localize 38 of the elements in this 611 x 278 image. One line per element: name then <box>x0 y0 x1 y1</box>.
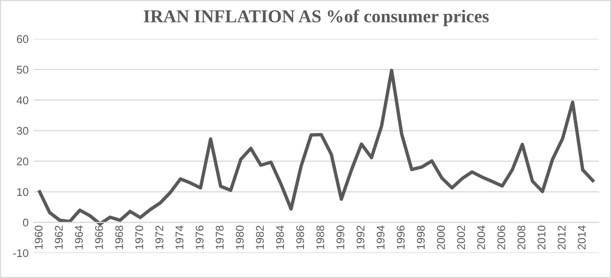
x-tick-label: 1978 <box>216 226 224 250</box>
x-tick-label: 1992 <box>356 226 364 250</box>
x-tick-label: 2014 <box>578 226 586 250</box>
y-tick-label: -10 <box>13 249 28 258</box>
x-tick-label: 1996 <box>396 226 405 250</box>
y-tick-label: 50 <box>16 66 28 74</box>
chart-title: IRAN INFLATION AS %of consumer prices <box>144 10 489 26</box>
x-tick-label: 1980 <box>236 226 244 250</box>
x-tick-label: 1972 <box>155 226 164 250</box>
y-tick-label: 30 <box>16 126 28 135</box>
x-tick-label: 1976 <box>196 226 204 250</box>
x-tick-label: 2000 <box>437 226 445 250</box>
y-tick-label: 60 <box>16 35 28 44</box>
x-tick-label: 1966 <box>95 226 103 250</box>
x-tick-label: 1974 <box>176 226 184 250</box>
y-tick-label: 10 <box>17 188 28 196</box>
y-tick-label: 0 <box>23 218 28 227</box>
x-tick-label: 1984 <box>276 226 284 250</box>
x-tick-label: 1982 <box>256 226 264 250</box>
x-tick-label: 1990 <box>336 226 344 250</box>
y-tick-label: 20 <box>16 158 28 166</box>
x-tick-label: 2004 <box>477 226 486 250</box>
line-series <box>38 68 594 226</box>
y-tick-label: 40 <box>16 96 28 104</box>
x-tick-label: 1998 <box>416 226 425 250</box>
x-tick-label: 1964 <box>74 226 83 250</box>
x-tick-label: 1986 <box>296 226 304 250</box>
x-tick-label: 2010 <box>538 226 546 250</box>
x-tick-label: 2002 <box>457 226 465 250</box>
x-tick-label: 1988 <box>316 226 324 250</box>
x-tick-label: 1960 <box>34 226 43 250</box>
x-tick-label: 2012 <box>558 226 566 250</box>
x-tick-label: 2008 <box>517 226 526 250</box>
x-tick-label: 2006 <box>497 226 506 250</box>
x-tick-label: 1994 <box>376 226 385 250</box>
x-tick-label: 1962 <box>54 226 63 250</box>
x-tick-label: 1968 <box>115 226 124 250</box>
x-tick-label: 1970 <box>135 226 144 250</box>
